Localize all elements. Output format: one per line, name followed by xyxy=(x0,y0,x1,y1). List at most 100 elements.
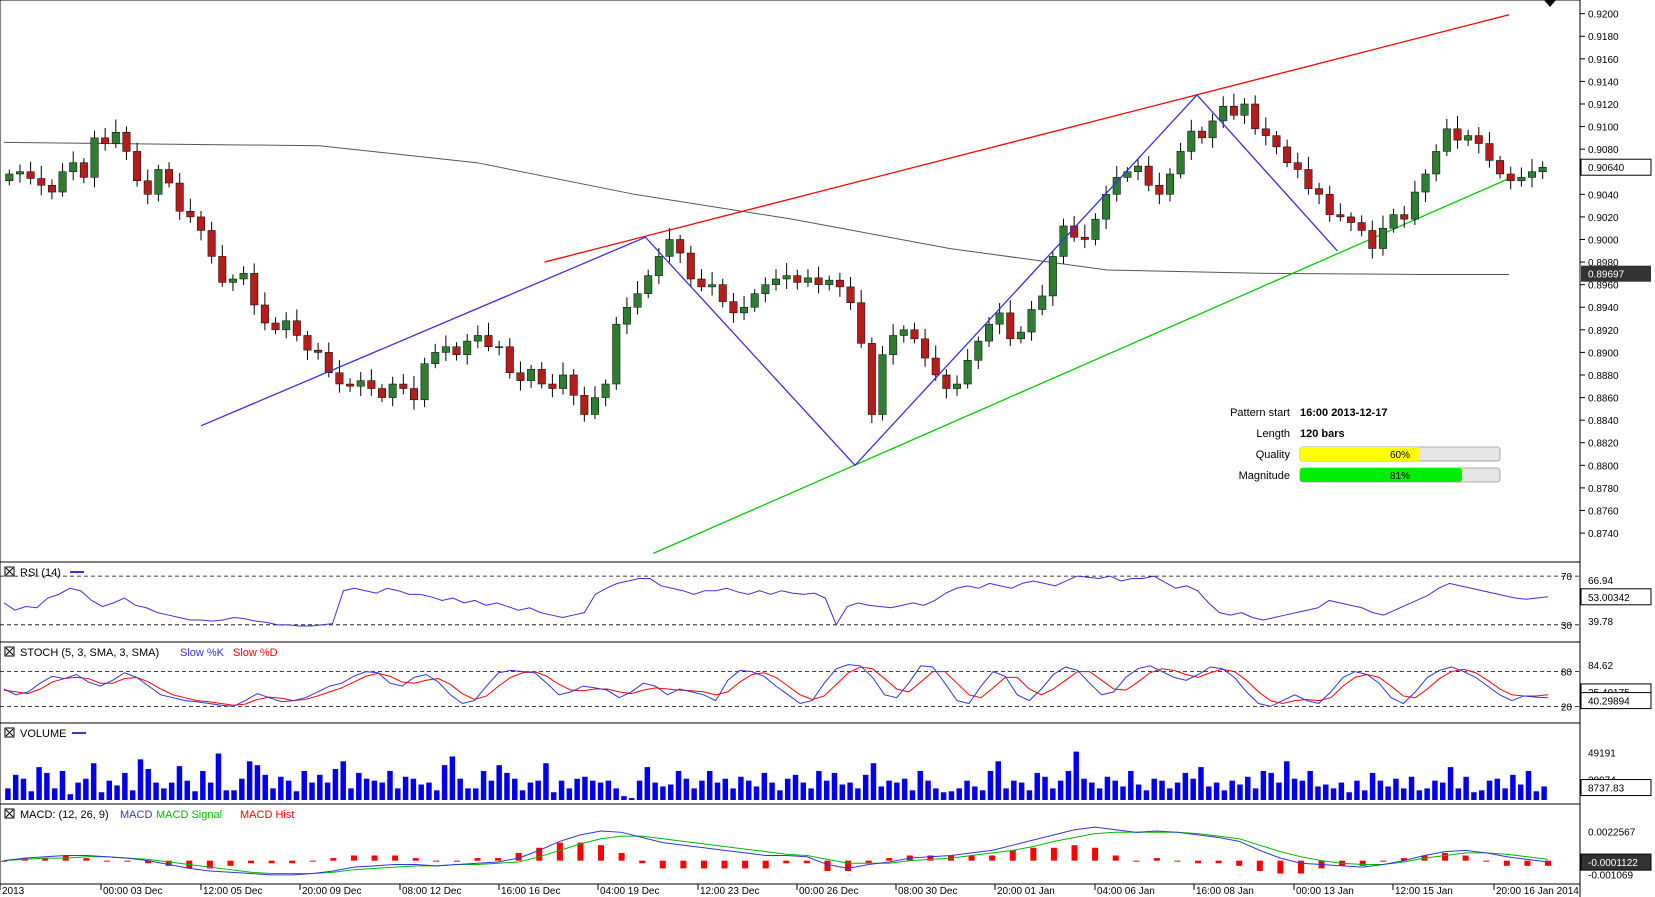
bear-candle xyxy=(409,388,418,401)
volume-bar xyxy=(699,780,705,800)
volume-bar xyxy=(488,780,495,800)
bull-candle xyxy=(228,278,237,283)
stoch-label: STOCH (5, 3, SMA, 3, SMA) xyxy=(20,647,159,659)
macd-hist-bar xyxy=(1277,860,1284,874)
bull-candle xyxy=(1442,128,1451,152)
time-tick-label: 16:00 08 Jan xyxy=(1196,886,1254,897)
macd-hist-bar xyxy=(700,860,707,869)
volume-bar xyxy=(1533,791,1540,800)
bull-candle xyxy=(654,256,663,276)
macd-hist-bar xyxy=(1483,860,1490,862)
bear-candle xyxy=(101,137,110,144)
bull-candle xyxy=(591,397,599,415)
volume-bar xyxy=(870,763,877,800)
macd-hist-bar xyxy=(680,860,687,869)
pattern-info-panel: Pattern start 16:00 2013-12-17 Length 12… xyxy=(1230,407,1501,483)
bear-candle xyxy=(335,372,344,385)
volume-bar xyxy=(1237,784,1243,800)
time-axis: 2013 00:00 03 Dec 12:00 05 Dec 20:00 09 Dec… xyxy=(0,884,1579,897)
bear-candle xyxy=(537,369,546,385)
bull-candle xyxy=(1538,166,1547,172)
bear-candle xyxy=(1251,103,1260,130)
volume-bar xyxy=(371,780,378,800)
volume-bar xyxy=(894,782,900,800)
volume-bar xyxy=(207,782,214,800)
volume-bar xyxy=(1198,767,1204,800)
rsi-axis-low: 39.78 xyxy=(1588,617,1613,628)
macd-hist-bar xyxy=(124,860,131,862)
macd-hist-bar xyxy=(1112,855,1119,861)
volume-bar xyxy=(473,788,479,800)
macd-hist-bar xyxy=(145,860,152,864)
price-tick-label: 0.9120 xyxy=(1588,100,1619,111)
rsi-axis-value: 53.00342 xyxy=(1588,593,1630,604)
volume-bar xyxy=(1502,788,1508,800)
volume-bar xyxy=(1401,788,1407,800)
volume-bar xyxy=(769,782,775,800)
volume-bar xyxy=(535,780,541,800)
macd-hist-bar xyxy=(412,858,419,861)
price-tick-label: 0.8920 xyxy=(1588,326,1619,337)
volume-bar xyxy=(566,788,573,800)
volume-bar xyxy=(590,780,596,800)
magnitude-value: 81% xyxy=(1390,471,1410,482)
bear-candle xyxy=(921,338,930,359)
volume-bar xyxy=(878,786,885,800)
volume-bar xyxy=(356,772,362,800)
volume-bar xyxy=(402,776,409,800)
volume-bar xyxy=(527,782,534,800)
volume-bar xyxy=(1385,786,1391,800)
volume-bar xyxy=(652,782,658,800)
volume-bar xyxy=(855,788,861,800)
volume-axis-value-box xyxy=(1580,779,1652,797)
price-tick-label: 0.9020 xyxy=(1588,213,1619,224)
volume-bar xyxy=(67,794,74,800)
stoch-close-x xyxy=(5,647,14,656)
scroll-arrow-icon[interactable] xyxy=(1544,0,1556,7)
bear-candle xyxy=(1474,135,1483,144)
volume-bar xyxy=(239,778,245,800)
price-tick-label: 0.8780 xyxy=(1588,484,1619,495)
price-tick-label: 0.9000 xyxy=(1588,235,1619,246)
bear-candle xyxy=(1357,222,1366,231)
volume-bar xyxy=(753,786,760,800)
bull-candle xyxy=(612,323,621,385)
rsi-line: 70 30 xyxy=(0,572,1580,632)
volume-label: VOLUME xyxy=(20,728,66,740)
stoch-axis-high: 84.62 xyxy=(1588,661,1613,672)
volume-bar xyxy=(192,791,198,800)
time-tick-label: 04:00 19 Dec xyxy=(600,886,660,897)
macd-hist-bar xyxy=(1297,860,1304,874)
bear-candle xyxy=(133,151,142,182)
volume-bar xyxy=(434,790,440,800)
rsi-level-30-label: 30 xyxy=(1561,621,1573,632)
bull-candle xyxy=(1517,177,1526,182)
volume-bar xyxy=(1439,782,1446,800)
length-value: 120 bars xyxy=(1300,428,1345,440)
volume-bar xyxy=(925,780,931,800)
bear-candle xyxy=(122,131,131,152)
candlesticks xyxy=(5,93,1547,424)
bear-candle xyxy=(793,275,802,283)
macd-hist-bar xyxy=(536,847,543,861)
bear-candle xyxy=(197,216,205,231)
bull-candle xyxy=(1528,171,1537,178)
macd-hist-bar xyxy=(762,860,769,869)
time-tick-label: 20:00 01 Jan xyxy=(997,886,1055,897)
bear-candle xyxy=(79,162,88,178)
volume-bar xyxy=(1299,780,1306,800)
stoch-level-80-label: 80 xyxy=(1561,668,1573,679)
bull-candle xyxy=(995,312,1004,325)
volume-bar xyxy=(823,780,830,800)
volume-bar xyxy=(418,784,424,800)
volume-bar xyxy=(332,769,339,800)
macd-hist-bar xyxy=(248,860,255,864)
volume-bar xyxy=(122,772,128,800)
volume-bar xyxy=(1276,782,1282,800)
price-tick-label: 0.8800 xyxy=(1588,461,1619,472)
volume-bar xyxy=(168,782,175,800)
volume-bars xyxy=(5,751,1547,800)
macd-line-polyline xyxy=(3,826,1549,876)
volume-bar xyxy=(1026,790,1033,800)
zigzag-pattern xyxy=(200,93,1338,467)
